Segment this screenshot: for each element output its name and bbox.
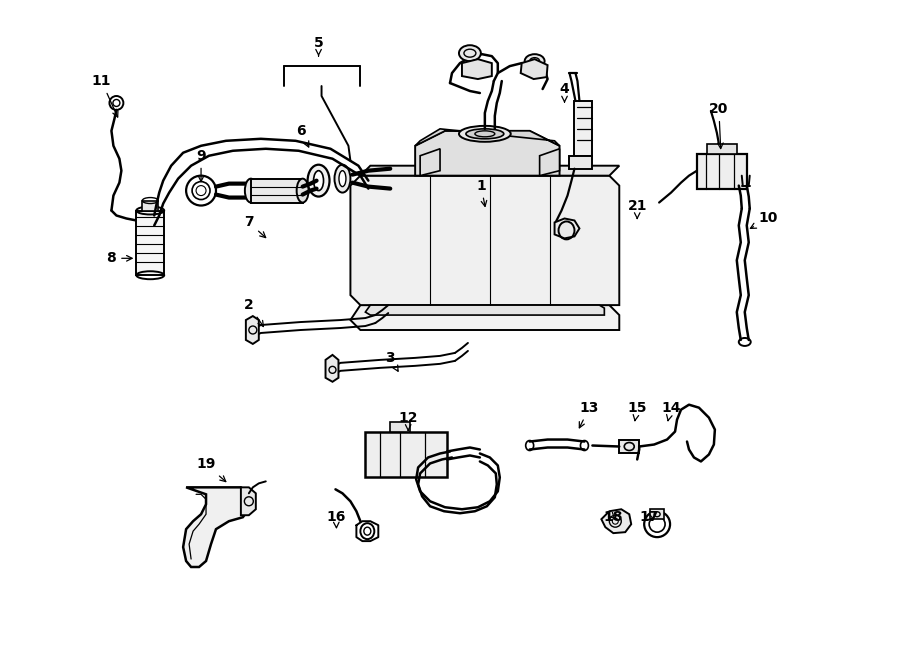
- Polygon shape: [415, 131, 560, 176]
- Text: 20: 20: [709, 102, 729, 149]
- Bar: [251, 178, 302, 202]
- Ellipse shape: [335, 165, 350, 192]
- Text: 17: 17: [640, 510, 659, 524]
- Text: 14: 14: [662, 401, 680, 420]
- Ellipse shape: [466, 129, 504, 139]
- Polygon shape: [601, 509, 631, 533]
- Ellipse shape: [459, 45, 481, 61]
- Ellipse shape: [308, 165, 329, 196]
- Text: 3: 3: [385, 351, 398, 371]
- Text: 15: 15: [627, 401, 647, 420]
- Bar: [574, 101, 592, 156]
- Text: 13: 13: [580, 401, 599, 428]
- Polygon shape: [554, 219, 580, 239]
- Bar: [365, 432, 447, 477]
- Text: 1: 1: [476, 178, 487, 206]
- Polygon shape: [570, 156, 592, 169]
- Polygon shape: [246, 316, 259, 344]
- Bar: [391, 422, 410, 432]
- Polygon shape: [350, 176, 619, 305]
- Text: 2: 2: [244, 298, 264, 327]
- Polygon shape: [462, 59, 491, 79]
- Bar: [697, 154, 747, 188]
- Ellipse shape: [313, 171, 323, 190]
- Polygon shape: [360, 166, 619, 176]
- Bar: [142, 200, 158, 210]
- Polygon shape: [540, 149, 560, 176]
- Ellipse shape: [459, 126, 510, 142]
- Text: 19: 19: [196, 457, 226, 482]
- Text: 18: 18: [604, 510, 623, 524]
- Ellipse shape: [339, 171, 346, 186]
- Polygon shape: [183, 487, 248, 567]
- Polygon shape: [365, 305, 604, 315]
- Bar: [706, 144, 737, 154]
- Polygon shape: [415, 129, 560, 146]
- Polygon shape: [420, 149, 440, 176]
- Polygon shape: [326, 355, 338, 382]
- Polygon shape: [350, 305, 619, 330]
- Text: 6: 6: [296, 124, 309, 147]
- Text: 10: 10: [751, 212, 778, 229]
- Text: 8: 8: [106, 251, 132, 265]
- Text: 16: 16: [327, 510, 346, 528]
- Bar: [619, 440, 639, 453]
- Ellipse shape: [245, 178, 256, 202]
- Polygon shape: [241, 487, 256, 515]
- Text: 5: 5: [314, 36, 323, 56]
- Bar: [650, 509, 664, 519]
- Text: 4: 4: [560, 82, 570, 102]
- Text: 9: 9: [196, 149, 206, 181]
- Bar: [136, 210, 164, 275]
- Ellipse shape: [297, 178, 309, 202]
- Text: 11: 11: [92, 74, 118, 117]
- Text: 7: 7: [244, 215, 266, 237]
- Text: 12: 12: [399, 410, 418, 430]
- Ellipse shape: [525, 54, 544, 68]
- Text: 21: 21: [627, 198, 647, 219]
- Polygon shape: [521, 59, 547, 79]
